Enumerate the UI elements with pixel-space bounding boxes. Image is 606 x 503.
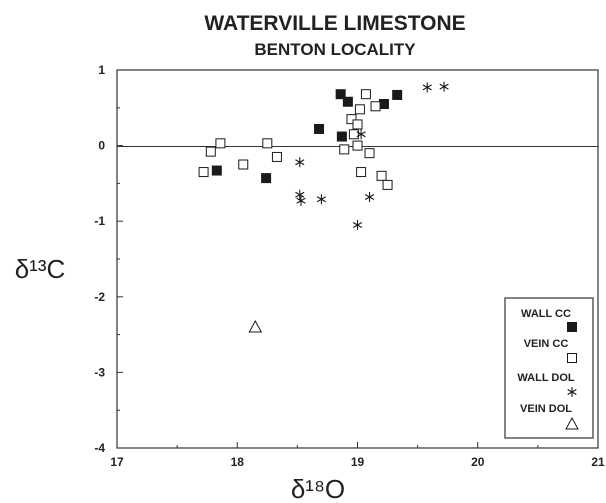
point-vein-cc: [339, 144, 350, 155]
legend-marker-vein-dol: [565, 416, 579, 430]
y-axis-label: δ¹³C: [15, 254, 66, 284]
x-tick-label: 20: [471, 455, 485, 469]
legend-label-wall-dol: WALL DOL: [517, 372, 575, 384]
legend-label-wall-cc: WALL CC: [521, 308, 571, 320]
point-wall-cc: [342, 96, 353, 107]
point-wall-dol: [352, 219, 363, 230]
point-vein-dol: [248, 319, 263, 333]
legend-marker-vein-cc: [567, 353, 577, 363]
y-tick-label: -1: [94, 214, 105, 228]
point-wall-dol: [364, 192, 375, 203]
legend-box: [504, 297, 594, 439]
point-vein-cc: [348, 129, 359, 140]
y-tick-label: 0: [98, 139, 105, 153]
y-tick-label: -2: [94, 290, 105, 304]
point-vein-cc: [352, 119, 363, 130]
x-tick-label: 17: [110, 455, 124, 469]
point-vein-cc: [215, 138, 226, 149]
y-tick-label: -3: [94, 365, 105, 379]
point-vein-cc: [382, 179, 393, 190]
point-wall-dol: [356, 129, 366, 140]
point-wall-cc: [314, 123, 325, 134]
data-points: [198, 81, 449, 333]
y-tick-label: 1: [98, 63, 105, 77]
point-vein-cc: [370, 101, 381, 112]
point-vein-cc: [198, 167, 209, 178]
axis-ticks: 17 18 19 20 21 1 0 -1 -2 -3 -4: [94, 63, 605, 469]
point-vein-cc: [356, 167, 367, 178]
point-vein-cc: [360, 89, 371, 100]
point-wall-cc: [392, 89, 403, 100]
point-vein-cc: [271, 151, 282, 162]
chart-title: WATERVILLE LIMESTONE: [204, 12, 465, 35]
point-vein-cc: [352, 140, 363, 151]
x-tick-label: 18: [231, 455, 245, 469]
point-wall-cc: [211, 165, 222, 176]
point-vein-cc: [364, 148, 375, 159]
point-wall-dol: [296, 195, 306, 206]
point-wall-dol: [439, 81, 449, 92]
point-vein-cc: [205, 146, 216, 157]
point-vein-cc: [262, 138, 273, 149]
point-vein-cc: [238, 159, 249, 170]
legend-label-vein-cc: VEIN CC: [524, 338, 569, 350]
point-wall-dol: [295, 189, 305, 200]
y-tick-label: -4: [94, 441, 105, 455]
point-wall-dol: [316, 194, 327, 205]
x-axis-label: δ¹⁸O: [291, 474, 345, 503]
x-tick-label: 21: [591, 455, 605, 469]
legend-marker-wall-dol: [567, 387, 577, 397]
point-wall-dol: [295, 157, 305, 168]
point-vein-cc: [354, 104, 365, 115]
legend-marker-wall-cc: [567, 322, 577, 332]
point-wall-cc: [335, 89, 346, 100]
point-wall-cc: [261, 173, 272, 184]
legend: WALL CC VEIN CC WALL DOL VEIN DOL: [504, 297, 594, 439]
point-vein-cc: [376, 170, 387, 181]
x-tick-label: 19: [351, 455, 365, 469]
point-wall-dol: [422, 82, 432, 93]
point-vein-cc: [346, 114, 357, 125]
chart-subtitle: BENTON LOCALITY: [254, 40, 416, 59]
point-wall-cc: [378, 99, 389, 110]
legend-label-vein-dol: VEIN DOL: [520, 403, 572, 415]
point-wall-cc: [336, 131, 347, 142]
